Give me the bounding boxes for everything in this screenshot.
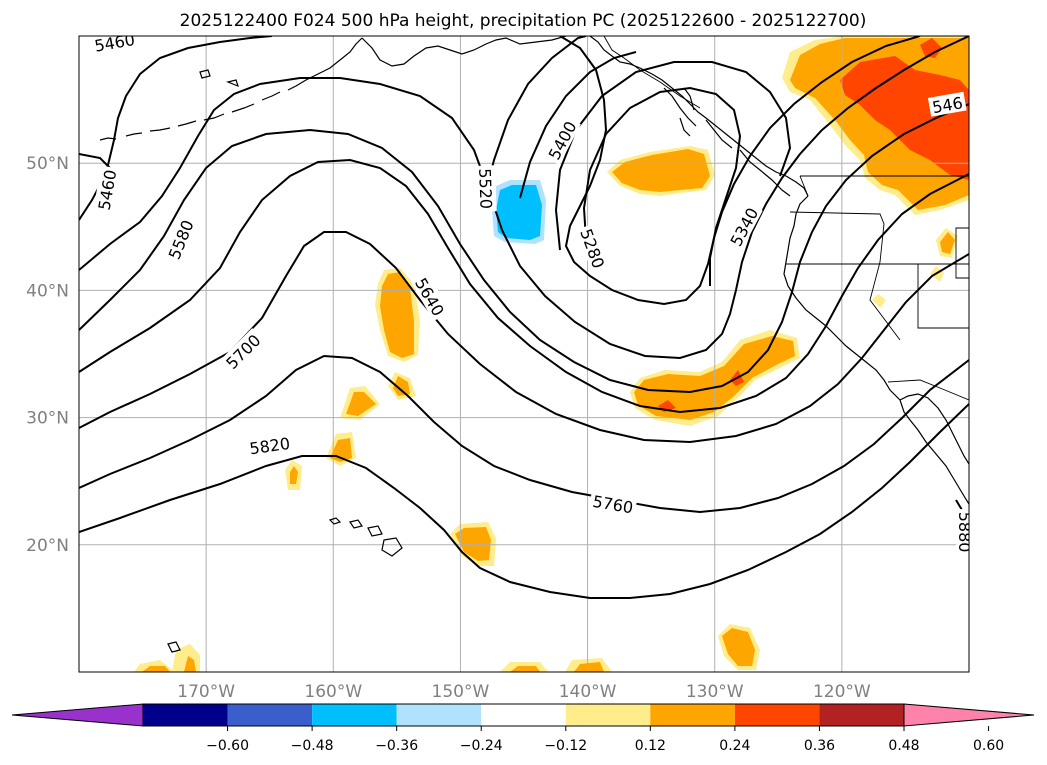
border-us-mexico (887, 379, 969, 401)
contour-label-halo (219, 328, 266, 375)
contour-5760 (79, 354, 969, 514)
colorbar-tick-label: −0.36 (375, 738, 418, 754)
precip-negative-area (496, 185, 542, 240)
contour-5340 (554, 61, 792, 251)
lon-label: 120°W (813, 682, 871, 702)
contour-5520 (79, 36, 969, 360)
contour-5820 (79, 403, 969, 599)
coast-islands-bc (663, 87, 791, 197)
colorbar-segment (481, 704, 566, 726)
contour-label-halo (90, 36, 139, 56)
lon-label: 170°W (177, 682, 235, 702)
colorbar: −0.60 −0.48 −0.36 −0.24 −0.12 0.12 0.24 0.36 0.4… (11, 703, 1035, 754)
lat-label: 20°N (26, 536, 69, 556)
lat-label: 40°N (26, 281, 69, 301)
contour-5400 (487, 36, 921, 306)
colorbar-tick-label: 0.60 (973, 738, 1004, 754)
coast-alaska-south (361, 36, 567, 67)
contour-label-halo (927, 91, 967, 117)
precip-area-bottom1 (134, 644, 200, 672)
lat-label: 50°N (26, 154, 69, 174)
contour-label-halo (410, 271, 451, 322)
colorbar-segment (734, 704, 820, 726)
contour-label-halo (956, 509, 969, 556)
colorbar-tick-label: 0.24 (719, 738, 750, 754)
precip-area-npac-orange (612, 149, 710, 192)
precip-area-canada-red (840, 56, 969, 180)
colorbar-tick-label: −0.60 (206, 738, 249, 754)
colorbar-segment (227, 704, 313, 726)
colorbar-segment (143, 704, 228, 726)
coast-aleutians (99, 37, 363, 141)
gridlines (79, 36, 969, 672)
latitude-labels: 50°N 40°N 30°N 20°N (26, 154, 69, 556)
longitude-labels: 170°W 160°W 150°W 140°W 130°W 120°W (177, 682, 871, 702)
coast-hawaii (328, 517, 403, 557)
contour-label-halo (576, 223, 610, 274)
colorbar-segment (312, 704, 397, 726)
contour-5640 (79, 158, 969, 414)
colorbar-extend-high (903, 703, 1035, 727)
lon-label: 130°W (686, 682, 744, 702)
border-states (786, 175, 969, 341)
contour-label-halo (588, 490, 638, 517)
precip-area-20n-o (455, 527, 491, 561)
contour-label: 5880 (955, 509, 974, 556)
colorbar-extend-low (11, 703, 144, 727)
contour-label-halo (162, 214, 198, 265)
colorbar-segment (819, 704, 904, 726)
contour-label-halo (476, 165, 497, 212)
colorbar-frame (142, 703, 905, 727)
contour-label-text: 5520 (475, 168, 495, 209)
colorbar-segment (650, 704, 735, 726)
contour-label-halo (93, 165, 120, 215)
contour-label-halo (245, 432, 294, 458)
figure-title: 2025122400 F024 500 hPa height, precipit… (180, 11, 867, 31)
colorbar-tick-label: −0.48 (291, 738, 334, 754)
lon-label: 140°W (559, 682, 617, 702)
colorbar-tick-label: −0.12 (544, 738, 587, 754)
precip-area-south-o (722, 628, 755, 666)
contour-label-halo (542, 115, 581, 165)
precip-area-bottom2-o (510, 662, 604, 672)
coast-islet1 (167, 641, 181, 653)
contour-label: 5520 (475, 165, 497, 212)
contour-5280 (582, 86, 742, 286)
lon-label: 160°W (304, 682, 362, 702)
colorbar-tick-label: 0.36 (804, 738, 835, 754)
precip-area-small4-o (290, 466, 298, 484)
colorbar-tick-label: −0.24 (460, 738, 503, 754)
precip-area-40n-orange (380, 272, 414, 358)
lon-label: 150°W (432, 682, 490, 702)
coast-baja (899, 393, 969, 505)
contour-5580 (79, 103, 969, 394)
contour-label-text: 5880 (955, 512, 974, 553)
map-frame (78, 35, 970, 673)
lat-label: 30°N (26, 409, 69, 429)
precip-area-mex1-o (940, 232, 955, 254)
precip-area-mex3 (872, 294, 886, 308)
coast-panhandle (589, 36, 809, 197)
colorbar-tick-label: 0.48 (888, 738, 919, 754)
precip-area-subtrop-red (658, 370, 744, 412)
colorbar-segment (396, 704, 482, 726)
colorbar-tick-label: 0.12 (635, 738, 666, 754)
coast-uswest (783, 195, 901, 401)
precip-area-canada-red2 (920, 38, 942, 58)
colorbar-segment (565, 704, 651, 726)
precip-area-bottom1-o (142, 656, 196, 672)
contour-label-halo (724, 201, 763, 252)
contour-label: 5460 (93, 165, 120, 215)
precip-area-small1-o (393, 376, 410, 396)
coast-islet2 (199, 69, 239, 88)
contour-5400-b (519, 51, 637, 199)
precip-area-small2-o (346, 392, 376, 416)
coastlines (99, 36, 969, 653)
